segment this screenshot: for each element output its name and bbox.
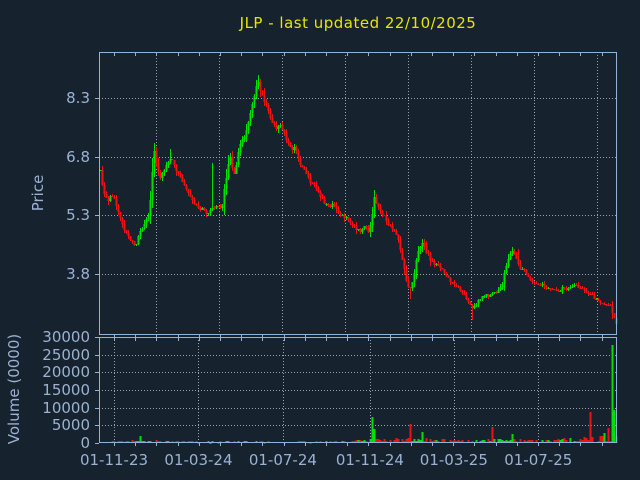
volume-tick-label: 15000	[42, 381, 90, 399]
volume-tick-label: 20000	[42, 363, 90, 382]
volume-tick-label: 25000	[42, 345, 90, 364]
x-tick-label: 01-07-25	[504, 451, 573, 469]
x-tick-label: 01-07-24	[248, 451, 317, 469]
volume-tick-label: 10000	[42, 398, 90, 417]
price-tick-label: 6.8	[66, 147, 90, 166]
volume-gridlines	[99, 337, 617, 443]
volume-tick-label: 0	[80, 434, 90, 452]
x-tick-label: 01-11-24	[335, 451, 404, 469]
price-tick-label: 5.3	[66, 206, 90, 225]
price-tick-label: 8.3	[66, 88, 90, 107]
volume-bars-layer	[99, 345, 618, 444]
volume-tick-label: 5000	[51, 416, 90, 435]
volume-tick-label: 30000	[42, 328, 90, 346]
axis-ticks	[95, 52, 603, 446]
x-tick-label: 01-03-24	[164, 451, 233, 469]
price-candles-layer	[99, 75, 618, 328]
chart-title: JLP - last updated 22/10/2025	[239, 14, 477, 32]
x-tick-label: 01-11-23	[79, 451, 149, 469]
panel-borders	[99, 52, 617, 443]
price-gridlines	[99, 52, 617, 335]
x-tick-label: 01-03-25	[419, 451, 488, 469]
price-tick-label: 3.8	[66, 265, 90, 284]
